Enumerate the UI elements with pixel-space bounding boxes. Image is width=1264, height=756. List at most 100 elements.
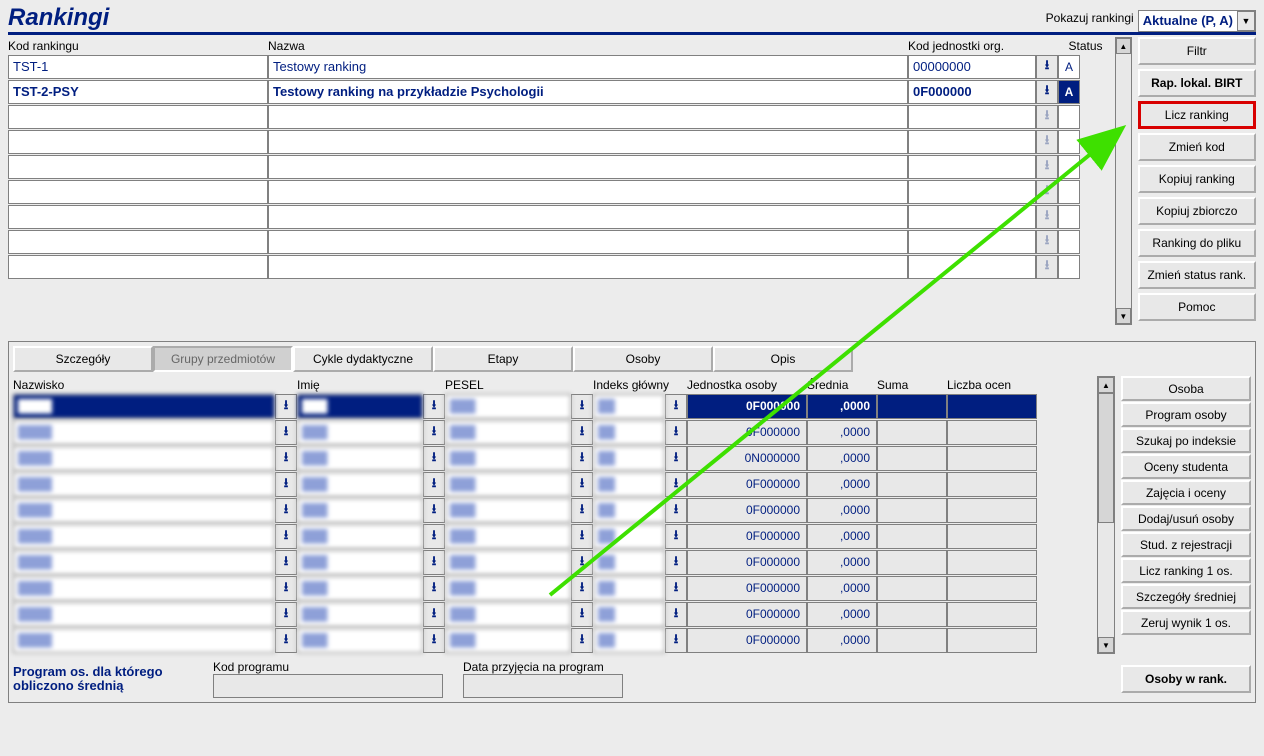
cell-status[interactable]	[1058, 255, 1080, 279]
cell-nazwisko[interactable]: ████	[13, 576, 275, 601]
cell-jed[interactable]	[908, 105, 1036, 129]
ranking-row[interactable]: ⭳	[8, 180, 1113, 204]
lookup-icon[interactable]: ⭳	[423, 498, 445, 523]
cell-kod[interactable]	[8, 180, 268, 204]
lookup-icon[interactable]: ⭳	[571, 420, 593, 445]
cell-kod[interactable]	[8, 105, 268, 129]
cell-pesel[interactable]: ███	[445, 550, 571, 575]
cell-nazwa[interactable]	[268, 155, 908, 179]
lookup-icon[interactable]: ⭳	[423, 420, 445, 445]
lookup-icon[interactable]: ⭳	[665, 550, 687, 575]
ranking-row[interactable]: ⭳	[8, 130, 1113, 154]
cell-nazwisko[interactable]: ████	[13, 602, 275, 627]
person-row[interactable]: ████⭳███⭳███⭳██⭳0F000000,0000	[13, 550, 1095, 575]
download-icon[interactable]: ⭳	[1036, 255, 1058, 279]
cell-pesel[interactable]: ███	[445, 472, 571, 497]
cell-imie[interactable]: ███	[297, 446, 423, 471]
cell-kod[interactable]	[8, 205, 268, 229]
lookup-icon[interactable]: ⭳	[571, 550, 593, 575]
cell-pesel[interactable]: ███	[445, 602, 571, 627]
person-row[interactable]: ████⭳███⭳███⭳██⭳0F000000,0000	[13, 472, 1095, 497]
lookup-icon[interactable]: ⭳	[665, 628, 687, 653]
cell-nazwisko[interactable]: ████	[13, 394, 275, 419]
cell-indeks[interactable]: ██	[593, 576, 665, 601]
person-row[interactable]: ████⭳███⭳███⭳██⭳0F000000,0000	[13, 524, 1095, 549]
data-przyjecia-input[interactable]	[463, 674, 623, 698]
lookup-icon[interactable]: ⭳	[665, 394, 687, 419]
cell-pesel[interactable]: ███	[445, 498, 571, 523]
lookup-icon[interactable]: ⭳	[275, 550, 297, 575]
lookup-icon[interactable]: ⭳	[571, 576, 593, 601]
cell-jed[interactable]	[908, 230, 1036, 254]
lookup-icon[interactable]: ⭳	[423, 394, 445, 419]
tab-etapy[interactable]: Etapy	[433, 346, 573, 372]
person-row[interactable]: ████⭳███⭳███⭳██⭳0F000000,0000	[13, 498, 1095, 523]
person-row[interactable]: ████⭳███⭳███⭳██⭳0F000000,0000	[13, 602, 1095, 627]
szczeg-y-redniej-button[interactable]: Szczegóły średniej	[1121, 584, 1251, 609]
download-icon[interactable]: ⭳	[1036, 180, 1058, 204]
ranking-row[interactable]: TST-1Testowy ranking00000000⭳A	[8, 55, 1113, 79]
cell-nazwisko[interactable]: ████	[13, 628, 275, 653]
cell-nazwisko[interactable]: ████	[13, 446, 275, 471]
lookup-icon[interactable]: ⭳	[423, 472, 445, 497]
cell-pesel[interactable]: ███	[445, 524, 571, 549]
download-icon[interactable]: ⭳	[1036, 80, 1058, 104]
scroll-up-icon[interactable]: ▲	[1098, 377, 1114, 393]
lookup-icon[interactable]: ⭳	[275, 420, 297, 445]
licz-ranking-button[interactable]: Licz ranking	[1138, 101, 1256, 129]
cell-imie[interactable]: ███	[297, 576, 423, 601]
download-icon[interactable]: ⭳	[1036, 230, 1058, 254]
lookup-icon[interactable]: ⭳	[423, 576, 445, 601]
cell-indeks[interactable]: ██	[593, 420, 665, 445]
lookup-icon[interactable]: ⭳	[665, 472, 687, 497]
licz-ranking-1-os--button[interactable]: Licz ranking 1 os.	[1121, 558, 1251, 583]
lookup-icon[interactable]: ⭳	[423, 446, 445, 471]
cell-indeks[interactable]: ██	[593, 446, 665, 471]
cell-kod[interactable]: TST-2-PSY	[8, 80, 268, 104]
stud-z-rejestracji-button[interactable]: Stud. z rejestracji	[1121, 532, 1251, 557]
lookup-icon[interactable]: ⭳	[275, 498, 297, 523]
zmie-status-rank--button[interactable]: Zmień status rank.	[1138, 261, 1256, 289]
cell-imie[interactable]: ███	[297, 394, 423, 419]
person-row[interactable]: ████⭳███⭳███⭳██⭳0F000000,0000	[13, 576, 1095, 601]
cell-nazwa[interactable]	[268, 130, 908, 154]
upper-scrollbar[interactable]: ▲ ▼	[1115, 37, 1132, 325]
oceny-studenta-button[interactable]: Oceny studenta	[1121, 454, 1251, 479]
cell-status[interactable]: A	[1058, 80, 1080, 104]
cell-kod[interactable]	[8, 255, 268, 279]
scroll-down-icon[interactable]: ▼	[1098, 637, 1114, 653]
lookup-icon[interactable]: ⭳	[571, 394, 593, 419]
cell-pesel[interactable]: ███	[445, 628, 571, 653]
download-icon[interactable]: ⭳	[1036, 155, 1058, 179]
cell-nazwisko[interactable]: ████	[13, 472, 275, 497]
lookup-icon[interactable]: ⭳	[571, 628, 593, 653]
cell-indeks[interactable]: ██	[593, 498, 665, 523]
cell-nazwa[interactable]: Testowy ranking	[268, 55, 908, 79]
lookup-icon[interactable]: ⭳	[275, 524, 297, 549]
person-row[interactable]: ████⭳███⭳███⭳██⭳0F000000,0000	[13, 628, 1095, 653]
osoby-w-rank-button[interactable]: Osoby w rank.	[1121, 665, 1251, 693]
scroll-thumb[interactable]	[1098, 393, 1114, 523]
cell-jed[interactable]: 0F000000	[908, 80, 1036, 104]
cell-nazwisko[interactable]: ████	[13, 524, 275, 549]
lookup-icon[interactable]: ⭳	[571, 524, 593, 549]
lookup-icon[interactable]: ⭳	[275, 472, 297, 497]
cell-nazwisko[interactable]: ████	[13, 550, 275, 575]
cell-status[interactable]	[1058, 205, 1080, 229]
cell-indeks[interactable]: ██	[593, 550, 665, 575]
cell-pesel[interactable]: ███	[445, 420, 571, 445]
cell-jed[interactable]: 00000000	[908, 55, 1036, 79]
cell-status[interactable]	[1058, 180, 1080, 204]
cell-status[interactable]	[1058, 230, 1080, 254]
dodaj-usu-osoby-button[interactable]: Dodaj/usuń osoby	[1121, 506, 1251, 531]
lookup-icon[interactable]: ⭳	[665, 498, 687, 523]
cell-jed[interactable]	[908, 205, 1036, 229]
person-row[interactable]: ████⭳███⭳███⭳██⭳0F000000,0000	[13, 420, 1095, 445]
lower-scrollbar[interactable]: ▲ ▼	[1097, 376, 1115, 654]
cell-kod[interactable]	[8, 230, 268, 254]
cell-pesel[interactable]: ███	[445, 394, 571, 419]
lookup-icon[interactable]: ⭳	[571, 498, 593, 523]
lookup-icon[interactable]: ⭳	[665, 420, 687, 445]
ranking-row[interactable]: ⭳	[8, 255, 1113, 279]
kopiuj-zbiorczo-button[interactable]: Kopiuj zbiorczo	[1138, 197, 1256, 225]
